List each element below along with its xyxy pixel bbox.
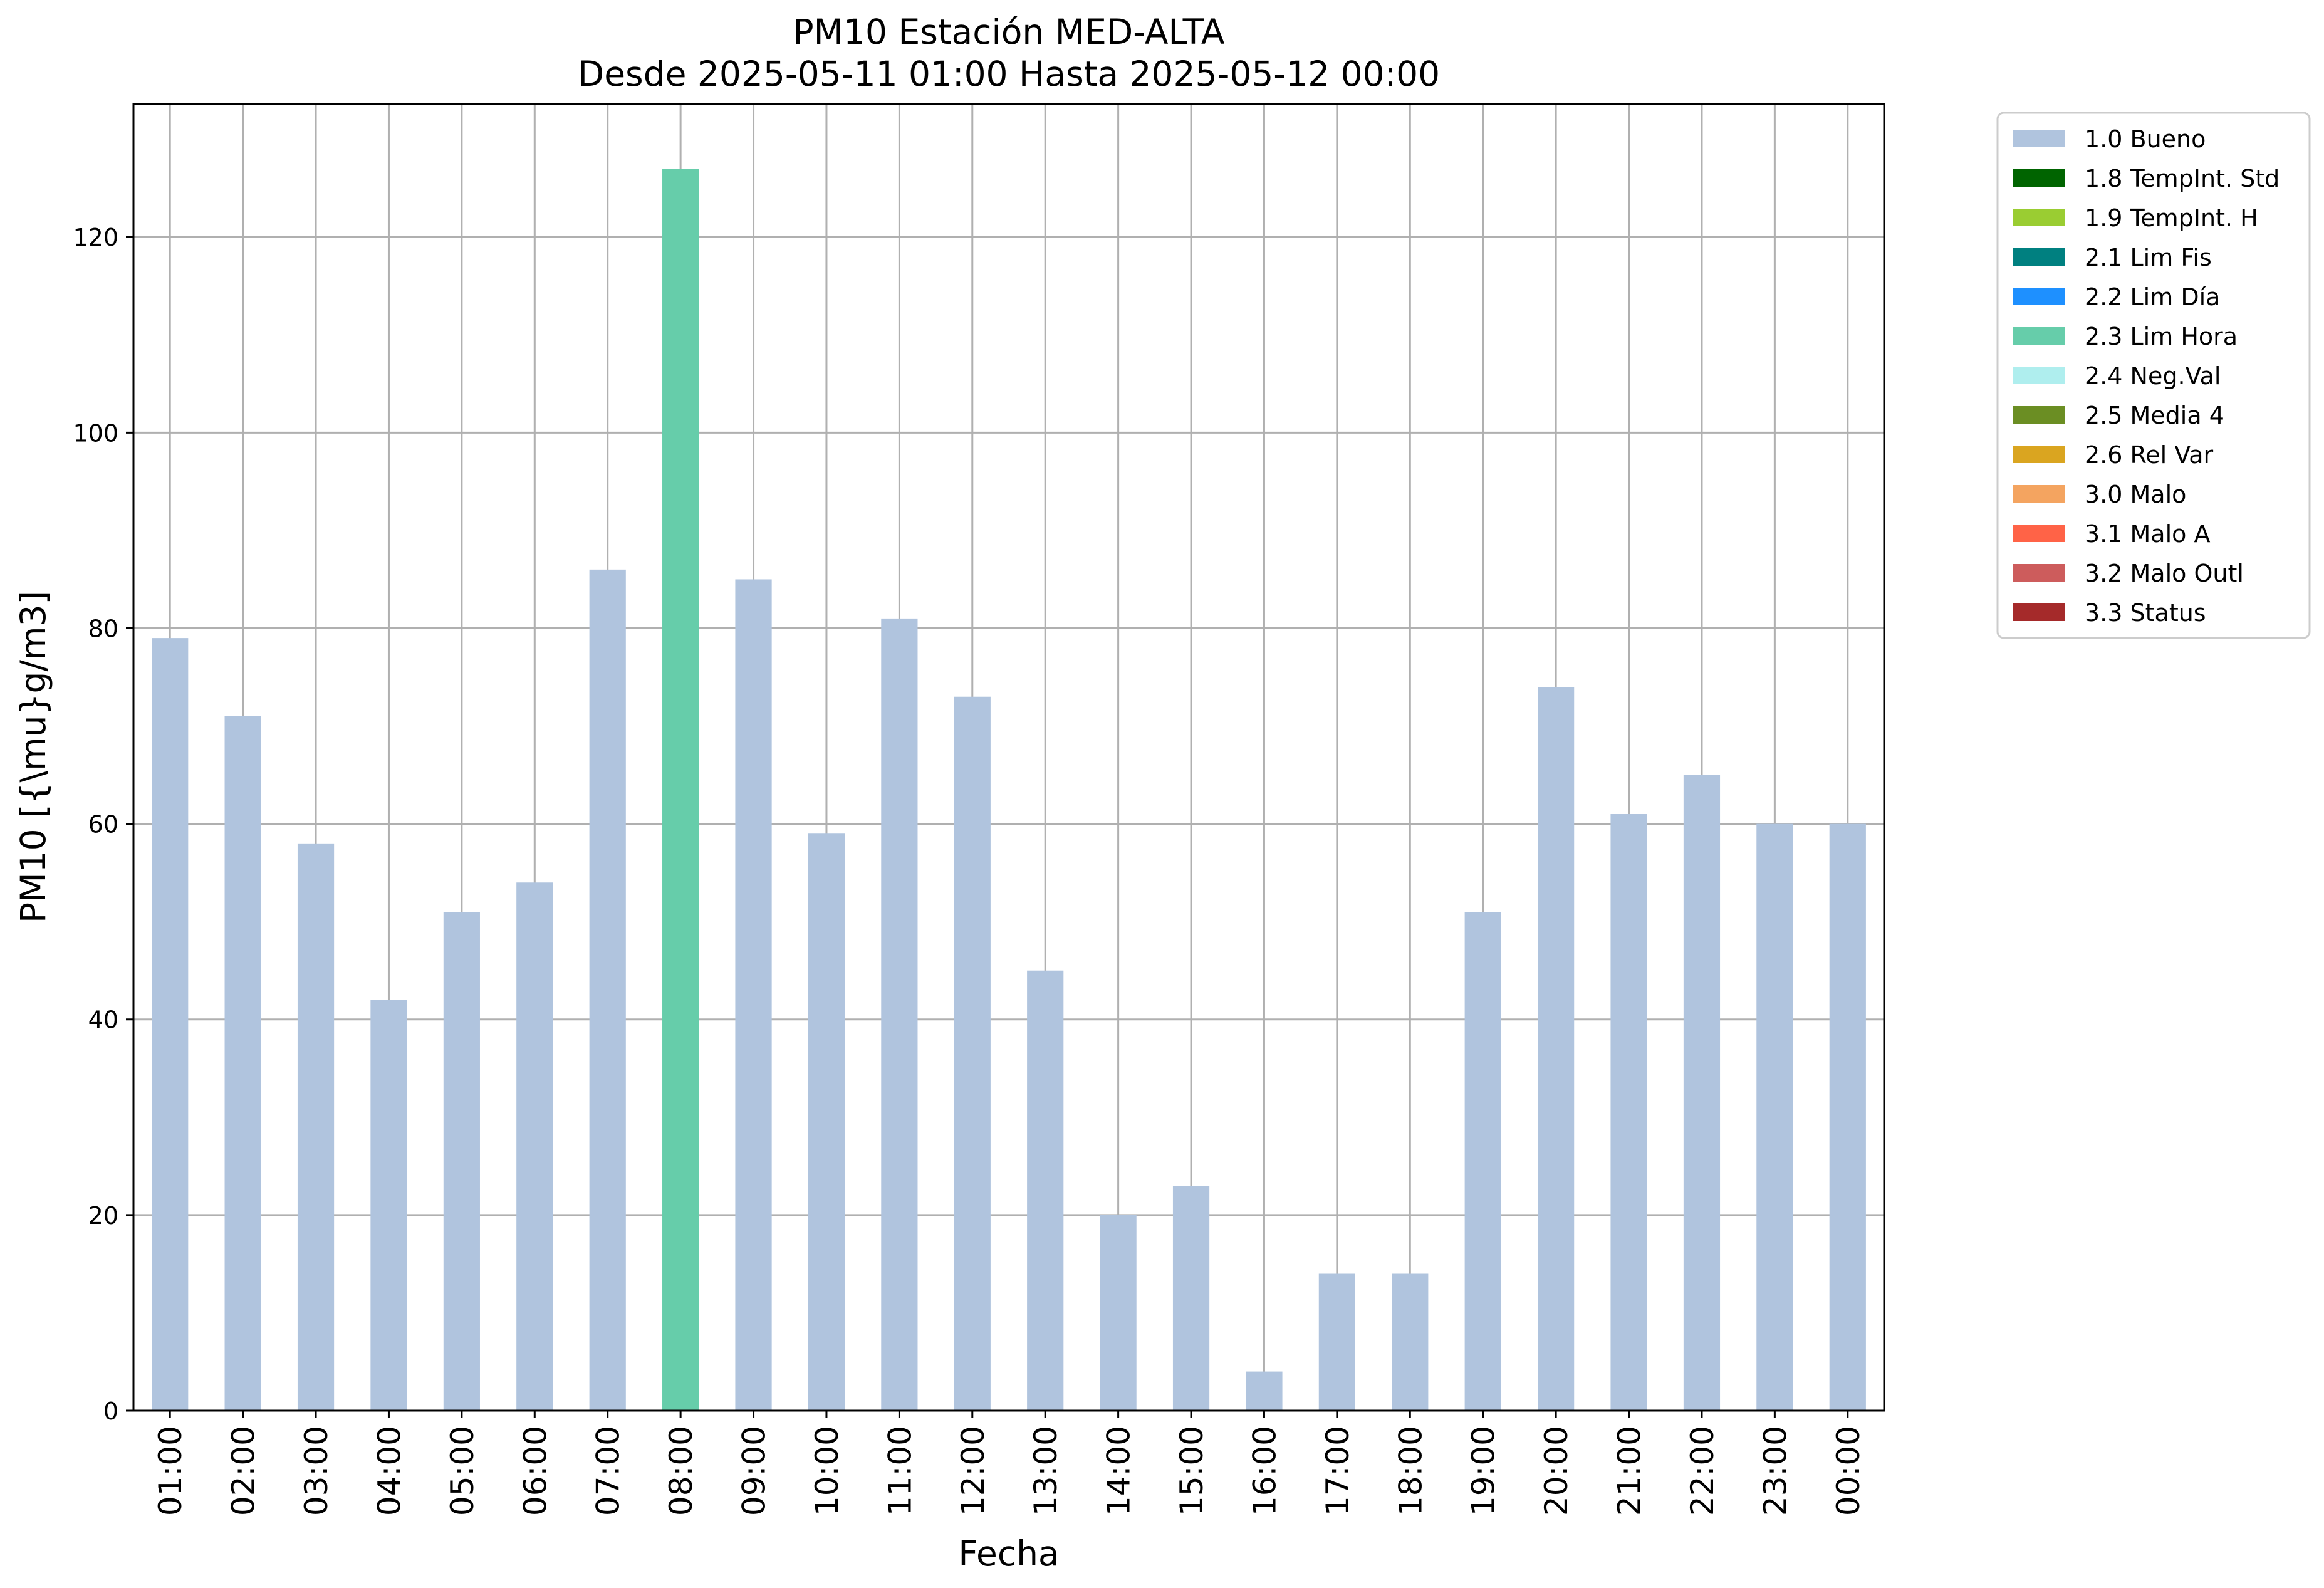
x-tick-label: 18:00 — [1392, 1426, 1429, 1516]
y-axis-label: PM10 [{\mu}g/m3] — [13, 591, 53, 923]
legend-entry: 3.1 Malo A — [2085, 520, 2210, 548]
x-tick-label: 22:00 — [1684, 1426, 1721, 1516]
legend-swatch — [2013, 446, 2065, 463]
bar-1800 — [1392, 1273, 1429, 1411]
bar-0500 — [443, 912, 480, 1411]
bar-0700 — [589, 569, 626, 1411]
x-tick-label: 19:00 — [1466, 1426, 1502, 1516]
bar-2100 — [1610, 814, 1647, 1411]
legend-swatch — [2013, 327, 2065, 345]
x-tick-label: 16:00 — [1246, 1426, 1283, 1516]
bars — [152, 169, 1866, 1411]
legend-swatch — [2013, 248, 2065, 266]
x-tick-label: 20:00 — [1538, 1426, 1575, 1516]
legend-entry: 1.9 TempInt. H — [2085, 204, 2258, 232]
bar-2300 — [1756, 823, 1793, 1411]
x-tick-label: 00:00 — [1830, 1426, 1867, 1516]
bar-1200 — [954, 696, 991, 1411]
legend-swatch — [2013, 525, 2065, 542]
bar-1400 — [1100, 1215, 1137, 1411]
y-tick-label: 100 — [73, 419, 118, 447]
x-tick-label: 08:00 — [663, 1426, 699, 1516]
x-tick-label: 14:00 — [1101, 1426, 1137, 1516]
bar-2200 — [1683, 775, 1721, 1411]
bar-0800 — [662, 169, 699, 1411]
x-axis-label: Fecha — [958, 1533, 1059, 1574]
bar-0600 — [516, 882, 553, 1411]
legend-entry: 2.2 Lim Día — [2085, 283, 2220, 311]
y-tick-label: 20 — [88, 1202, 118, 1230]
y-tick-label: 120 — [73, 224, 118, 251]
y-tick-label: 40 — [88, 1006, 118, 1034]
legend: 1.0 Bueno 1.8 TempInt. Std 1.9 TempInt. H 2… — [1996, 112, 2311, 639]
bar-0900 — [735, 579, 772, 1411]
bar-0100 — [152, 638, 189, 1411]
legend-entry: 2.6 Rel Var — [2085, 441, 2214, 469]
bar-0400 — [370, 1000, 407, 1411]
x-tick-label: 04:00 — [371, 1426, 407, 1516]
bar-1000 — [808, 833, 845, 1411]
legend-swatch — [2013, 367, 2065, 384]
bar-0000 — [1829, 823, 1866, 1411]
legend-swatch — [2013, 603, 2065, 621]
legend-swatch — [2013, 564, 2065, 582]
bar-1300 — [1027, 970, 1064, 1411]
x-tick-label: 02:00 — [226, 1426, 262, 1516]
legend-swatch — [2013, 130, 2065, 147]
bar-1600 — [1246, 1371, 1283, 1411]
x-tick-label: 03:00 — [298, 1426, 335, 1516]
legend-swatch — [2013, 169, 2065, 187]
bar-1500 — [1172, 1186, 1210, 1411]
x-tick-label: 12:00 — [955, 1426, 991, 1516]
legend-swatch — [2013, 485, 2065, 503]
legend-swatch — [2013, 406, 2065, 424]
legend-swatch — [2013, 288, 2065, 305]
y-tick-label: 60 — [88, 811, 118, 838]
legend-entry: 3.3 Status — [2085, 599, 2206, 627]
bar-2000 — [1538, 687, 1575, 1411]
y-axis: 0 20 40 60 80 100 120 — [73, 224, 133, 1425]
legend-entry: 2.4 Neg.Val — [2085, 362, 2221, 390]
x-axis: 01:00 02:00 03:00 04:00 05:00 06:00 07:00 08:00… — [152, 1411, 1867, 1516]
x-tick-label: 17:00 — [1320, 1426, 1356, 1516]
x-tick-label: 23:00 — [1757, 1426, 1793, 1516]
x-tick-label: 11:00 — [882, 1426, 918, 1516]
bar-1100 — [881, 618, 918, 1411]
legend-frame — [1996, 112, 2311, 639]
x-tick-label: 21:00 — [1612, 1426, 1648, 1516]
x-tick-label: 13:00 — [1028, 1426, 1064, 1516]
x-tick-label: 06:00 — [517, 1426, 553, 1516]
bar-0200 — [224, 716, 261, 1411]
legend-entry: 1.8 TempInt. Std — [2085, 165, 2280, 192]
legend-entry: 2.3 Lim Hora — [2085, 323, 2238, 350]
y-tick-label: 0 — [103, 1397, 118, 1425]
legend-entry: 2.5 Media 4 — [2085, 402, 2224, 429]
x-tick-label: 07:00 — [590, 1426, 627, 1516]
x-tick-label: 09:00 — [736, 1426, 773, 1516]
x-tick-label: 05:00 — [444, 1426, 481, 1516]
bar-0300 — [297, 843, 335, 1411]
chart-subtitle: Desde 2025-05-11 01:00 Hasta 2025-05-12 … — [578, 54, 1440, 94]
bar-1900 — [1464, 912, 1501, 1411]
bar-1700 — [1318, 1273, 1355, 1411]
y-tick-label: 80 — [88, 615, 118, 642]
legend-entry: 2.1 Lim Fis — [2085, 244, 2212, 271]
plot-frame — [132, 103, 1885, 1412]
chart-title: PM10 Estación MED-ALTA — [793, 12, 1224, 52]
x-tick-label: 10:00 — [809, 1426, 845, 1516]
legend-swatch — [2013, 209, 2065, 226]
x-tick-label: 15:00 — [1174, 1426, 1210, 1516]
legend-entry: 3.0 Malo — [2085, 481, 2186, 508]
legend-entry: 3.2 Malo Outl — [2085, 560, 2244, 587]
legend-entry: 1.0 Bueno — [2085, 125, 2206, 153]
x-tick-label: 01:00 — [152, 1426, 189, 1516]
